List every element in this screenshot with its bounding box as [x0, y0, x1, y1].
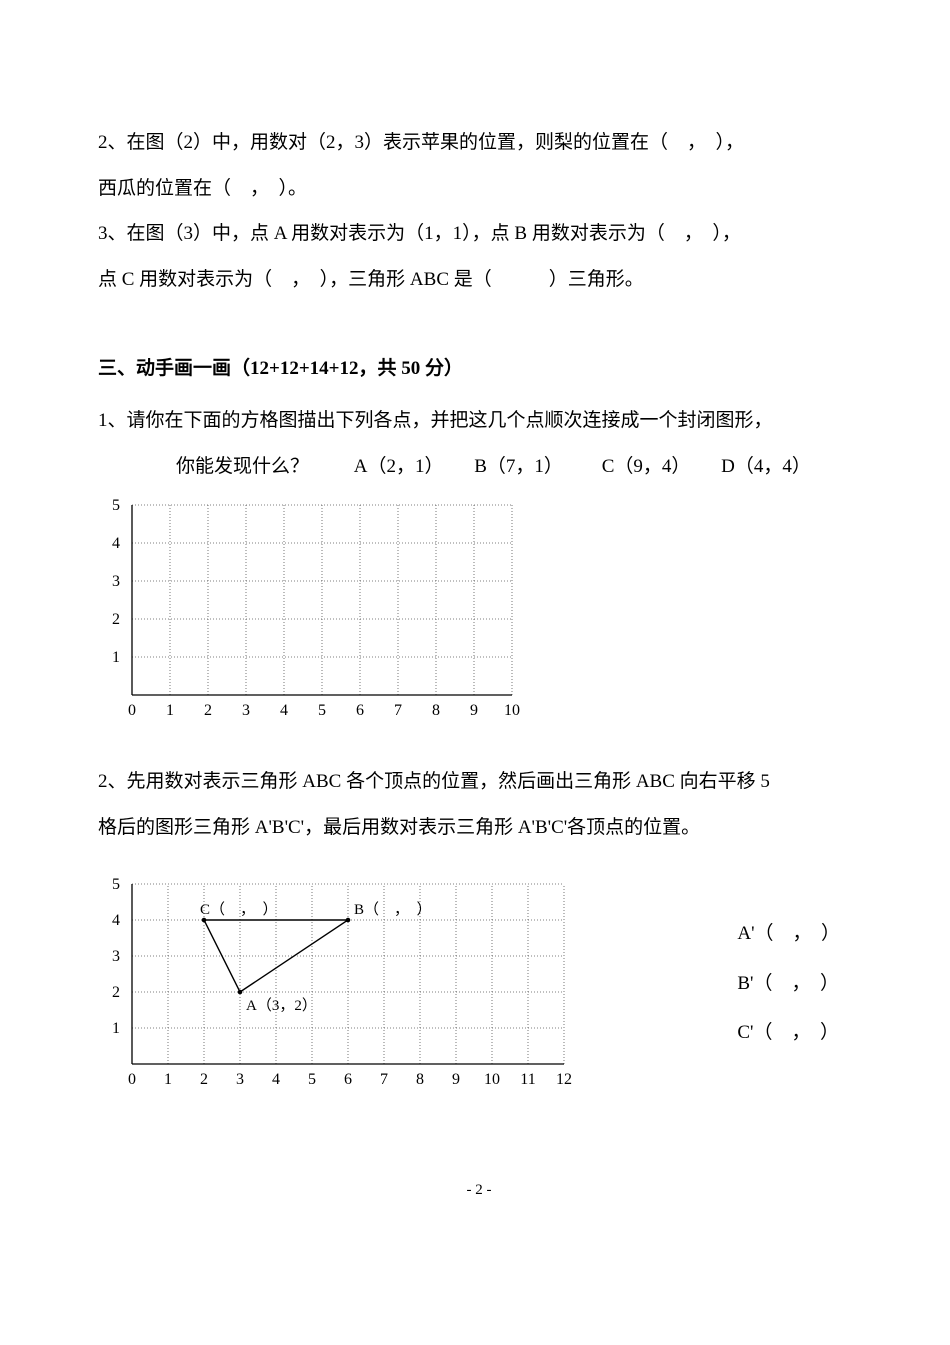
svg-text:C（ ， ）: C（ ， ）	[200, 901, 278, 918]
svg-text:6: 6	[356, 702, 364, 719]
question-2-line2: 西瓜的位置在（ ， ）。	[98, 166, 860, 212]
s3-p1-line2: 你能发现什么？ A（2，1） B（7，1） C（9，4） D（4，4）	[98, 444, 860, 490]
svg-text:3: 3	[236, 1071, 244, 1088]
point-A: A（2，1）	[354, 444, 444, 490]
s3-p2-line1: 2、先用数对表示三角形 ABC 各个顶点的位置，然后画出三角形 ABC 向右平移…	[98, 759, 860, 805]
svg-text:4: 4	[280, 702, 288, 719]
svg-text:1: 1	[112, 649, 120, 666]
s3-p2-line2: 格后的图形三角形 A'B'C'，最后用数对表示三角形 A'B'C'各顶点的位置。	[98, 805, 860, 851]
prime-blanks: A'（ ， ） B'（ ， ） C'（ ， ）	[737, 909, 860, 1057]
svg-text:2: 2	[112, 984, 120, 1001]
svg-text:4: 4	[112, 535, 120, 552]
page-number: - 2 -	[98, 1172, 860, 1208]
svg-text:A（3，2）: A（3，2）	[246, 997, 317, 1014]
svg-text:3: 3	[112, 948, 120, 965]
svg-text:10: 10	[484, 1071, 500, 1088]
svg-text:3: 3	[242, 702, 250, 719]
svg-text:3: 3	[112, 573, 120, 590]
svg-text:11: 11	[520, 1071, 535, 1088]
svg-text:6: 6	[344, 1071, 352, 1088]
svg-text:2: 2	[200, 1071, 208, 1088]
svg-text:1: 1	[164, 1071, 172, 1088]
svg-text:9: 9	[452, 1071, 460, 1088]
svg-text:2: 2	[112, 611, 120, 628]
svg-text:8: 8	[432, 702, 440, 719]
point-D: D（4，4）	[721, 444, 811, 490]
grid-1-container: 0 1 2 3 4 5 6 7 8 9 10 1 2 3 4 5	[98, 495, 860, 723]
svg-text:12: 12	[556, 1071, 572, 1088]
question-2-line1: 2、在图（2）中，用数对（2，3）表示苹果的位置，则梨的位置在（ ， ），	[98, 120, 860, 166]
grid-1-chart: 0 1 2 3 4 5 6 7 8 9 10 1 2 3 4 5	[98, 495, 522, 723]
svg-text:5: 5	[308, 1071, 316, 1088]
point-C: C（9，4）	[602, 444, 691, 490]
question-3-line2: 点 C 用数对表示为（ ， ），三角形 ABC 是（ ）三角形。	[98, 257, 860, 303]
prime-C-blank: C'（ ， ）	[737, 1008, 840, 1057]
s3-p1-line1: 1、请你在下面的方格图描出下列各点，并把这几个点顺次连接成一个封闭图形，	[98, 398, 860, 444]
grid-2-container: 012345678910111212345A（3，2）B（ ， ）C（ ， ）	[98, 874, 574, 1092]
section-3-heading: 三、动手画一画（12+12+14+12，共 50 分）	[98, 346, 860, 392]
svg-text:10: 10	[504, 702, 520, 719]
svg-text:4: 4	[272, 1071, 280, 1088]
svg-text:7: 7	[380, 1071, 388, 1088]
svg-text:7: 7	[394, 702, 402, 719]
grid-2-chart: 012345678910111212345A（3，2）B（ ， ）C（ ， ）	[98, 874, 574, 1092]
prime-A-blank: A'（ ， ）	[737, 909, 840, 958]
point-B: B（7，1）	[474, 444, 563, 490]
s3-p1-prefix: 你能发现什么？	[176, 444, 309, 490]
svg-text:5: 5	[318, 702, 326, 719]
question-3-line1: 3、在图（3）中，点 A 用数对表示为（1，1），点 B 用数对表示为（ ， ）…	[98, 211, 860, 257]
svg-text:9: 9	[470, 702, 478, 719]
svg-text:B（ ， ）: B（ ， ）	[354, 901, 432, 918]
grid-2-row: 012345678910111212345A（3，2）B（ ， ）C（ ， ） …	[98, 874, 860, 1092]
svg-text:0: 0	[128, 1071, 136, 1088]
svg-text:1: 1	[112, 1020, 120, 1037]
svg-text:2: 2	[204, 702, 212, 719]
svg-text:0: 0	[128, 702, 136, 719]
svg-text:4: 4	[112, 912, 120, 929]
svg-text:8: 8	[416, 1071, 424, 1088]
svg-text:5: 5	[112, 497, 120, 514]
svg-text:5: 5	[112, 876, 120, 893]
prime-B-blank: B'（ ， ）	[737, 959, 840, 1008]
svg-text:1: 1	[166, 702, 174, 719]
